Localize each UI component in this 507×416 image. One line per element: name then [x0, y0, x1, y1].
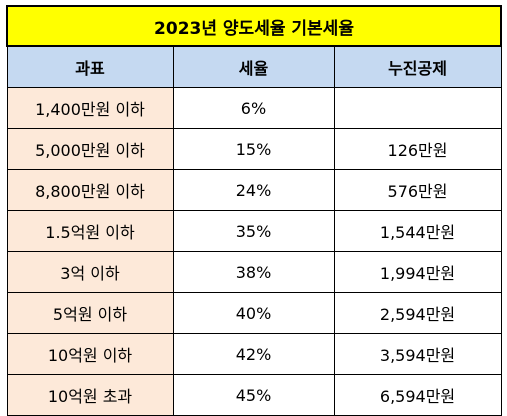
deduction-cell[interactable]: 576만원 [333, 169, 502, 211]
table-row: 1,400만원 이하 6% [6, 87, 502, 129]
header-deduction[interactable]: 누진공제 [333, 45, 502, 88]
bracket-cell[interactable]: 5억원 이하 [6, 292, 174, 334]
tax-rate-table: 2023년 양도세율 기본세율 과표 세율 누진공제 1,400만원 이하 6%… [5, 5, 503, 416]
bracket-cell[interactable]: 10억원 초과 [6, 374, 174, 416]
table-row: 3억 이하 38% 1,994만원 [6, 251, 502, 293]
deduction-cell[interactable] [333, 87, 502, 129]
bracket-cell[interactable]: 10억원 이하 [6, 333, 174, 375]
bracket-cell[interactable]: 8,800만원 이하 [6, 169, 174, 211]
bracket-cell[interactable]: 5,000만원 이하 [6, 128, 174, 170]
rate-cell[interactable]: 38% [172, 251, 335, 293]
table-row: 5억원 이하 40% 2,594만원 [6, 292, 502, 334]
bracket-cell[interactable]: 1.5억원 이하 [6, 210, 174, 252]
table-row: 10억원 이하 42% 3,594만원 [6, 333, 502, 375]
deduction-cell[interactable]: 6,594만원 [333, 374, 502, 416]
rate-cell[interactable]: 24% [172, 169, 335, 211]
table-row: 1.5억원 이하 35% 1,544만원 [6, 210, 502, 252]
deduction-cell[interactable]: 126만원 [333, 128, 502, 170]
header-row: 과표 세율 누진공제 [6, 45, 502, 88]
table-row: 10억원 초과 45% 6,594만원 [6, 374, 502, 416]
header-rate[interactable]: 세율 [172, 45, 335, 88]
rate-cell[interactable]: 45% [172, 374, 335, 416]
rate-cell[interactable]: 6% [172, 87, 335, 129]
title-row: 2023년 양도세율 기본세율 [5, 5, 503, 47]
rate-cell[interactable]: 42% [172, 333, 335, 375]
table-row: 8,800만원 이하 24% 576만원 [6, 169, 502, 211]
deduction-cell[interactable]: 1,544만원 [333, 210, 502, 252]
deduction-cell[interactable]: 2,594만원 [333, 292, 502, 334]
table-row: 5,000만원 이하 15% 126만원 [6, 128, 502, 170]
bracket-cell[interactable]: 3억 이하 [6, 251, 174, 293]
deduction-cell[interactable]: 1,994만원 [333, 251, 502, 293]
rate-cell[interactable]: 40% [172, 292, 335, 334]
bracket-cell[interactable]: 1,400만원 이하 [6, 87, 174, 129]
deduction-cell[interactable]: 3,594만원 [333, 333, 502, 375]
rate-cell[interactable]: 35% [172, 210, 335, 252]
table-title[interactable]: 2023년 양도세율 기본세율 [5, 5, 503, 47]
rate-cell[interactable]: 15% [172, 128, 335, 170]
header-bracket[interactable]: 과표 [6, 45, 174, 88]
